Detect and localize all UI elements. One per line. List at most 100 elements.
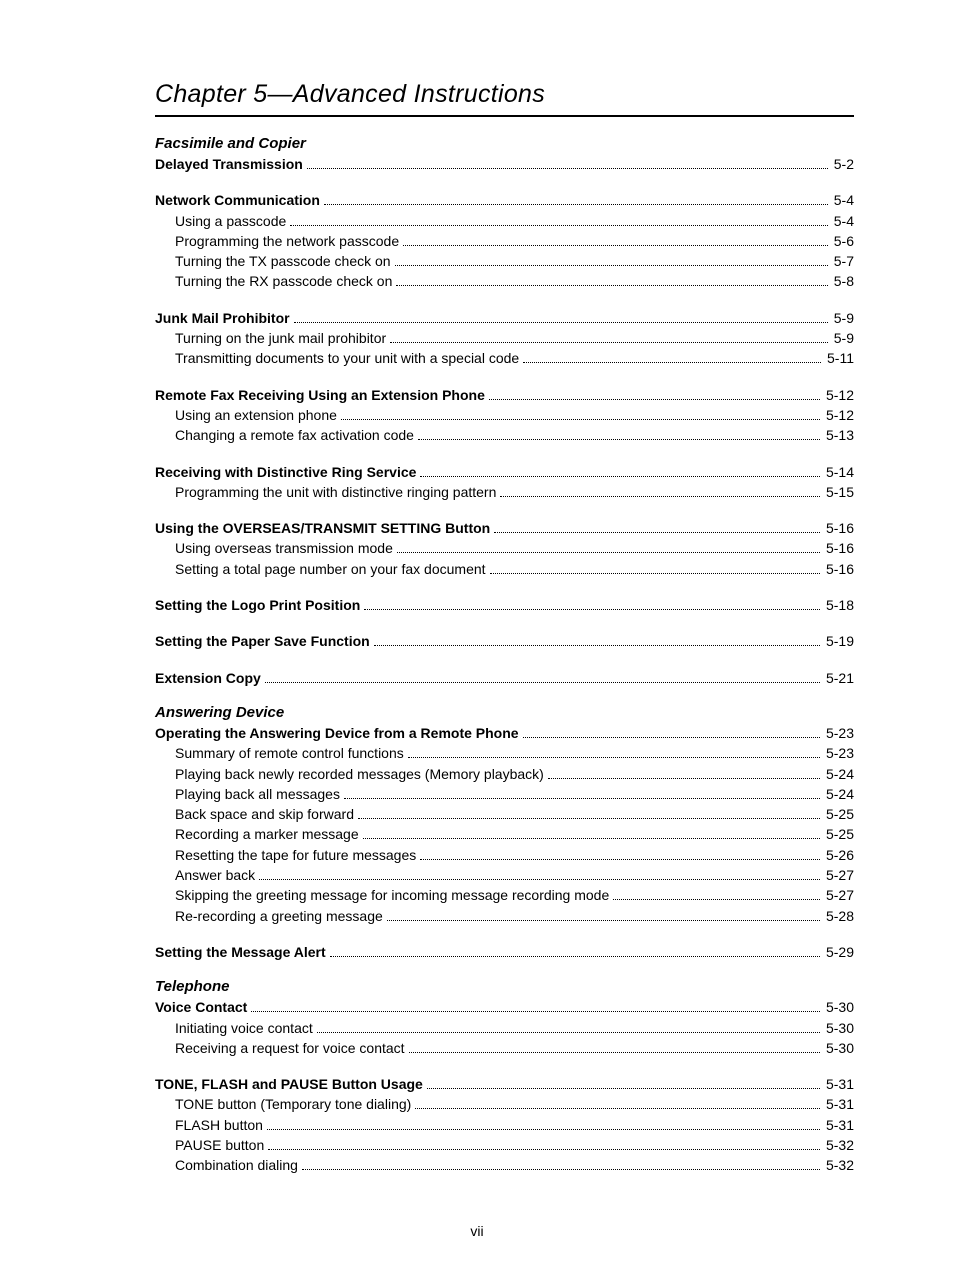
- toc-label: Recording a marker message: [175, 824, 359, 844]
- toc-label: Using an extension phone: [175, 405, 337, 425]
- toc-group: Junk Mail Prohibitor5-9Turning on the ju…: [155, 308, 854, 369]
- toc-entry: Programming the network passcode5-6: [155, 231, 854, 251]
- leader-dots: [403, 232, 828, 246]
- toc-page: 5-31: [824, 1094, 854, 1114]
- table-of-contents: Facsimile and Copier Delayed Transmission…: [155, 135, 854, 1176]
- toc-entry: Turning the RX passcode check on5-8: [155, 271, 854, 291]
- toc-entry: Setting the Logo Print Position 5-18: [155, 595, 854, 615]
- toc-page: 5-32: [824, 1135, 854, 1155]
- chapter-title: Chapter 5—Advanced Instructions: [155, 80, 854, 117]
- toc-entry: Receiving with Distinctive Ring Service5…: [155, 462, 854, 482]
- leader-dots: [427, 1076, 820, 1090]
- toc-group: Extension Copy5-21: [155, 668, 854, 688]
- leader-dots: [294, 309, 828, 323]
- toc-entry: Turning on the junk mail prohibitor5-9: [155, 328, 854, 348]
- leader-dots: [317, 1019, 820, 1033]
- toc-entry: Junk Mail Prohibitor5-9: [155, 308, 854, 328]
- section-heading: Answering Device: [155, 704, 854, 721]
- leader-dots: [290, 212, 827, 226]
- toc-entry: Playing back all messages5-24: [155, 784, 854, 804]
- toc-label: Voice Contact: [155, 997, 247, 1017]
- toc-label: FLASH button: [175, 1115, 263, 1135]
- toc-page: 5-19: [824, 631, 854, 651]
- page-footer: vii: [0, 1223, 954, 1239]
- toc-label: Skipping the greeting message for incomi…: [175, 885, 609, 905]
- toc-label: Programming the unit with distinctive ri…: [175, 482, 496, 502]
- toc-label: Operating the Answering Device from a Re…: [155, 723, 519, 743]
- leader-dots: [408, 745, 820, 759]
- toc-label: Remote Fax Receiving Using an Extension …: [155, 385, 485, 405]
- toc-label: Re-recording a greeting message: [175, 906, 383, 926]
- toc-page: 5-9: [832, 328, 854, 348]
- toc-entry: Network Communication5-4: [155, 190, 854, 210]
- toc-label: Using a passcode: [175, 211, 286, 231]
- toc-entry: Using the OVERSEAS/TRANSMIT SETTING Butt…: [155, 518, 854, 538]
- toc-entry: Using an extension phone5-12: [155, 405, 854, 425]
- leader-dots: [548, 765, 820, 779]
- leader-dots: [489, 386, 820, 400]
- toc-label: Turning the RX passcode check on: [175, 271, 392, 291]
- toc-label: Transmitting documents to your unit with…: [175, 348, 519, 368]
- toc-entry: Skipping the greeting message for incomi…: [155, 885, 854, 905]
- leader-dots: [523, 350, 821, 364]
- leader-dots: [374, 633, 820, 647]
- toc-group: Using the OVERSEAS/TRANSMIT SETTING Butt…: [155, 518, 854, 579]
- toc-group: Remote Fax Receiving Using an Extension …: [155, 385, 854, 446]
- toc-label: Delayed Transmission: [155, 154, 303, 174]
- toc-label: Setting the Paper Save Function: [155, 631, 370, 651]
- toc-label: Playing back newly recorded messages (Me…: [175, 764, 544, 784]
- leader-dots: [387, 907, 820, 921]
- toc-page: 5-6: [832, 231, 854, 251]
- section-heading: Facsimile and Copier: [155, 135, 854, 152]
- toc-entry: Using overseas transmission mode5-16: [155, 538, 854, 558]
- toc-label: Combination dialing: [175, 1155, 298, 1175]
- leader-dots: [418, 427, 820, 441]
- leader-dots: [390, 329, 828, 343]
- leader-dots: [259, 866, 820, 880]
- leader-dots: [268, 1136, 820, 1150]
- toc-page: 5-13: [824, 425, 854, 445]
- toc-page: 5-9: [832, 308, 854, 328]
- toc-entry: Setting the Message Alert5-29: [155, 942, 854, 962]
- toc-page: 5-27: [824, 885, 854, 905]
- toc-label: Back space and skip forward: [175, 804, 354, 824]
- toc-entry: Remote Fax Receiving Using an Extension …: [155, 385, 854, 405]
- toc-page: 5-30: [824, 1018, 854, 1038]
- toc-page: 5-25: [824, 804, 854, 824]
- toc-entry: Using a passcode5-4: [155, 211, 854, 231]
- toc-entry: Combination dialing 5-32: [155, 1155, 854, 1175]
- toc-label: Turning the TX passcode check on: [175, 251, 391, 271]
- toc-entry: Programming the unit with distinctive ri…: [155, 482, 854, 502]
- leader-dots: [613, 887, 820, 901]
- leader-dots: [364, 596, 820, 610]
- toc-page: 5-31: [824, 1115, 854, 1135]
- leader-dots: [251, 999, 820, 1013]
- toc-label: Setting the Logo Print Position: [155, 595, 360, 615]
- toc-entry: Answer back5-27: [155, 865, 854, 885]
- toc-entry: Changing a remote fax activation code5-1…: [155, 425, 854, 445]
- toc-label: Receiving a request for voice contact: [175, 1038, 405, 1058]
- toc-page: 5-31: [824, 1074, 854, 1094]
- leader-dots: [344, 785, 820, 799]
- toc-page: 5-28: [824, 906, 854, 926]
- toc-group: Network Communication5-4Using a passcode…: [155, 190, 854, 291]
- toc-group: Voice Contact5-30Initiating voice contac…: [155, 997, 854, 1058]
- toc-label: Summary of remote control functions: [175, 743, 404, 763]
- toc-entry: Re-recording a greeting message 5-28: [155, 906, 854, 926]
- toc-page: 5-30: [824, 1038, 854, 1058]
- leader-dots: [395, 253, 828, 267]
- toc-page: 5-18: [824, 595, 854, 615]
- toc-group: Delayed Transmission5-2: [155, 154, 854, 174]
- leader-dots: [523, 724, 820, 738]
- toc-entry: Setting the Paper Save Function 5-19: [155, 631, 854, 651]
- toc-entry: Resetting the tape for future messages5-…: [155, 845, 854, 865]
- toc-page: 5-16: [824, 538, 854, 558]
- toc-entry: Setting a total page number on your fax …: [155, 559, 854, 579]
- leader-dots: [415, 1096, 820, 1110]
- toc-entry: Back space and skip forward 5-25: [155, 804, 854, 824]
- section-heading: Telephone: [155, 978, 854, 995]
- leader-dots: [420, 463, 820, 477]
- toc-entry: PAUSE button5-32: [155, 1135, 854, 1155]
- toc-page: 5-32: [824, 1155, 854, 1175]
- leader-dots: [494, 520, 820, 534]
